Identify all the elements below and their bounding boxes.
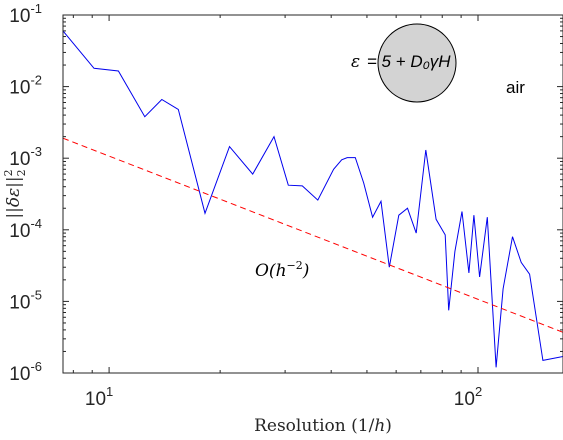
series-layer [62, 30, 563, 368]
error-series-line [62, 30, 563, 368]
y-axis-title: ||δε||22 [2, 169, 28, 218]
y-tick-label: 10-3 [9, 144, 42, 170]
y-tick-labels: 10-6 10-5 10-4 10-3 10-2 10-1 [9, 1, 42, 385]
air-label: air [506, 78, 525, 97]
y-tick-label: 10-4 [9, 216, 42, 242]
y-tick-label: 10-1 [9, 1, 42, 27]
x-tick-label: 102 [454, 384, 482, 410]
x-axis-title: Resolution (1/h) [254, 416, 392, 436]
x-tick-labels: 101 102 [85, 384, 482, 410]
material-equation: ε = 5 + D₀γH [351, 52, 451, 72]
y-tick-label: 10-6 [9, 359, 42, 385]
axes-frame [62, 14, 563, 374]
y-tick-label: 10-2 [9, 73, 42, 99]
svg-text:||δε||22: ||δε||22 [2, 169, 28, 218]
y-tick-label: 10-5 [9, 287, 42, 313]
x-tick-label: 101 [85, 384, 113, 410]
inclusion-circle [377, 23, 457, 103]
